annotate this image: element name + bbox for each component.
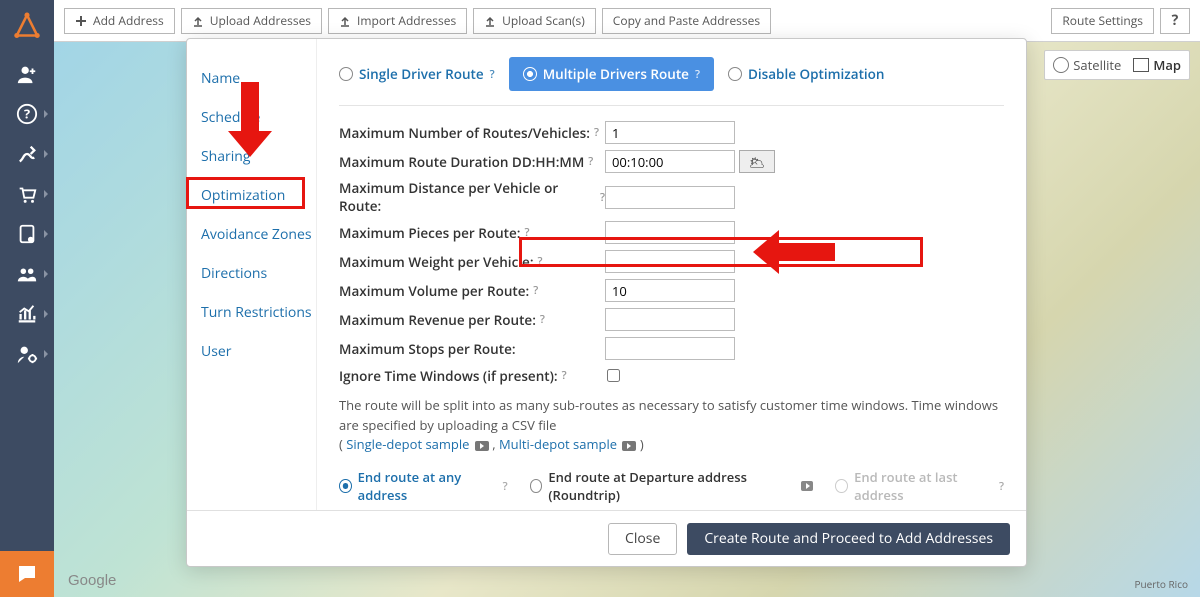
row-max-routes: Maximum Number of Routes/Vehicles:? (339, 118, 1004, 147)
tab-schedule[interactable]: Schedule (197, 98, 316, 137)
add-address-button[interactable]: Add Address (64, 8, 175, 34)
route-settings-button[interactable]: Route Settings (1051, 8, 1154, 34)
duration-sunset-button[interactable]: 🌥 (739, 150, 775, 173)
help-icon[interactable]: ? (1160, 8, 1190, 34)
row-max-pieces: Maximum Pieces per Route:? (339, 218, 1004, 247)
route-type-multi[interactable]: Multiple Drivers Route? (509, 57, 714, 91)
video-icon[interactable] (622, 441, 636, 451)
sidebar-item-team[interactable] (0, 254, 54, 294)
end-last[interactable]: End route at last address? (835, 468, 1004, 504)
copy-paste-button[interactable]: Copy and Paste Addresses (602, 8, 771, 34)
input-max-routes[interactable] (605, 121, 735, 144)
row-max-duration: Maximum Route Duration DD:HH:MM?🌥 (339, 147, 1004, 176)
route-type-group: Single Driver Route? Multiple Drivers Ro… (339, 57, 1004, 106)
chat-button[interactable] (0, 551, 54, 597)
video-icon[interactable] (801, 481, 814, 491)
app-logo (0, 0, 54, 54)
upload-addresses-button[interactable]: Upload Addresses (181, 8, 322, 34)
google-logo: Google (68, 572, 116, 589)
route-settings-modal: Name Schedule Sharing Optimization Avoid… (186, 38, 1027, 567)
input-max-distance[interactable] (605, 186, 735, 209)
tab-turnrestrict[interactable]: Turn Restrictions (197, 293, 316, 332)
tab-avoidance[interactable]: Avoidance Zones (197, 215, 316, 254)
map-type-switch[interactable]: Satellite Map (1044, 50, 1190, 80)
sidebar-item-orders[interactable] (0, 174, 54, 214)
input-max-stops[interactable] (605, 337, 735, 360)
top-toolbar: Add Address Upload Addresses Import Addr… (54, 0, 1200, 42)
row-max-weight: Maximum Weight per Vehicle:? (339, 247, 1004, 276)
tab-optimization[interactable]: Optimization (197, 176, 316, 215)
video-icon[interactable] (475, 441, 489, 451)
input-max-pieces[interactable] (605, 221, 735, 244)
sidebar-item-analytics[interactable] (0, 294, 54, 334)
upload-scan-button[interactable]: Upload Scan(s) (473, 8, 596, 34)
route-type-single[interactable]: Single Driver Route? (339, 65, 495, 83)
map-toggle[interactable]: Map (1133, 56, 1181, 74)
svg-text:?: ? (24, 105, 30, 123)
tab-sharing[interactable]: Sharing (197, 137, 316, 176)
row-max-stops: Maximum Stops per Route: (339, 334, 1004, 363)
sidebar-item-adduser[interactable] (0, 54, 54, 94)
modal-main: Single Driver Route? Multiple Drivers Ro… (317, 39, 1026, 510)
row-ignore-timewindows: Ignore Time Windows (if present):? (339, 363, 1004, 388)
input-max-duration[interactable] (605, 150, 735, 173)
input-max-volume[interactable] (605, 279, 735, 302)
end-any[interactable]: End route at any address? (339, 468, 508, 504)
link-single-depot[interactable]: Single-depot sample (346, 435, 469, 453)
end-route-options: End route at any address? End route at D… (339, 468, 1004, 504)
row-max-distance: Maximum Distance per Vehicle or Route:? (339, 176, 1004, 218)
input-max-weight[interactable] (605, 250, 735, 273)
import-addresses-button[interactable]: Import Addresses (328, 8, 467, 34)
end-roundtrip[interactable]: End route at Departure address (Roundtri… (530, 468, 814, 504)
sidebar-item-addressbook[interactable] (0, 214, 54, 254)
modal-buttons: Close Create Route and Proceed to Add Ad… (187, 510, 1026, 566)
route-type-disable[interactable]: Disable Optimization (728, 65, 885, 83)
create-route-button[interactable]: Create Route and Proceed to Add Addresse… (687, 523, 1010, 555)
satellite-toggle[interactable]: Satellite (1053, 56, 1121, 74)
tab-user[interactable]: User (197, 332, 316, 371)
sidebar-item-help[interactable]: ? (0, 94, 54, 134)
row-max-volume: Maximum Volume per Route:? (339, 276, 1004, 305)
left-sidebar: ? (0, 0, 54, 597)
sidebar-item-usersettings[interactable] (0, 334, 54, 374)
modal-sidebar: Name Schedule Sharing Optimization Avoid… (187, 39, 317, 510)
map-label-puertorico: Puerto Rico (1134, 577, 1188, 591)
tab-directions[interactable]: Directions (197, 254, 316, 293)
tab-name[interactable]: Name (197, 59, 316, 98)
row-max-revenue: Maximum Revenue per Route:? (339, 305, 1004, 334)
checkbox-ignore-tw[interactable] (607, 369, 620, 382)
input-max-revenue[interactable] (605, 308, 735, 331)
close-button[interactable]: Close (608, 523, 677, 555)
sidebar-item-routes[interactable] (0, 134, 54, 174)
link-multi-depot[interactable]: Multi-depot sample (499, 435, 617, 453)
note-timewindows: The route will be split into as many sub… (339, 396, 1004, 455)
